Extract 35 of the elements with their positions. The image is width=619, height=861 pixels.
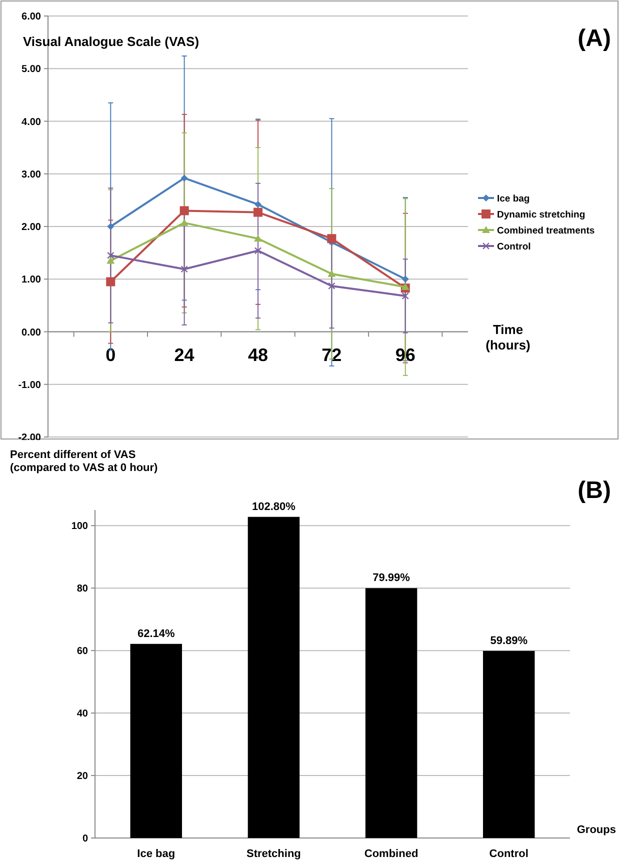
text: (B) — [578, 477, 611, 504]
y-tick-label: 20 — [76, 771, 88, 782]
x-axis-title: Time (hours) — [486, 322, 530, 352]
y-tick-label: 40 — [76, 708, 88, 720]
x-tick-label: 24 — [174, 344, 194, 365]
x-tick-label: 48 — [248, 344, 268, 365]
y-axis-title: Visual Analogue Scale (VAS) — [23, 34, 200, 49]
y-tick-label: 0.00 — [22, 327, 42, 338]
data-label: 102.80% — [252, 500, 296, 513]
y-tick-label: 5.00 — [22, 64, 42, 76]
legend-label: Control — [497, 242, 531, 252]
x-tick-label: Ice bag — [137, 848, 176, 860]
data-label: 59.89% — [490, 634, 528, 647]
x-axis-title: Groups — [576, 824, 616, 836]
y-axis-title: Percent different of VAS (compared to VAS at 0 hour) — [10, 449, 158, 474]
y-tick-label: 0 — [82, 834, 88, 844]
y-tick-label: 3.00 — [22, 169, 42, 180]
x-tick-label: Combined — [364, 848, 418, 860]
y-tick-label: 2.00 — [22, 222, 42, 233]
y-tick-label: 100 — [71, 521, 88, 532]
y-tick-label: 60 — [76, 646, 88, 658]
y-tick-label: 1.00 — [22, 274, 42, 286]
y-tick-label: 80 — [76, 584, 88, 595]
legend-label: Combined treatments — [497, 226, 595, 236]
legend-label: Ice bag — [497, 194, 530, 204]
x-tick-label: Stretching — [246, 848, 301, 860]
data-label: 62.14% — [137, 628, 176, 640]
x-tick-label: 0 — [106, 344, 116, 365]
x-tick-label: Control — [489, 848, 528, 860]
y-tick-label: 4.00 — [22, 116, 42, 128]
data-label: 79.99% — [372, 572, 410, 584]
y-tick-label: 6.00 — [22, 12, 42, 22]
y-tick-label: -1.00 — [18, 380, 42, 391]
text: (A) — [578, 25, 611, 52]
legend-label: Dynamic stretching — [497, 210, 586, 220]
